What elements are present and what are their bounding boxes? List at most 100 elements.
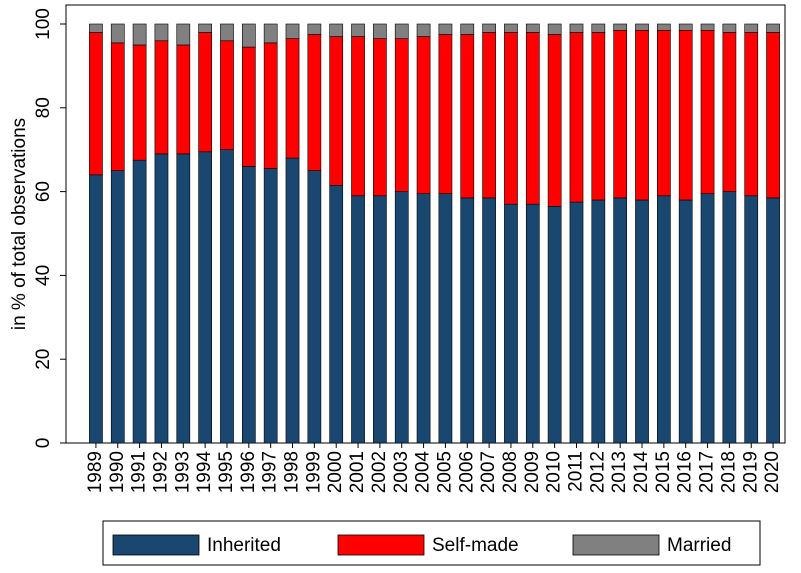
y-tick-label: 100 — [33, 8, 54, 40]
x-tick-label: 1990 — [107, 451, 128, 493]
bar-segment — [504, 32, 518, 205]
bar-segment — [329, 185, 344, 444]
bar-segment — [657, 29, 671, 197]
bar-segment — [722, 23, 737, 33]
x-tick-label: 2001 — [347, 451, 368, 493]
bar-segment — [657, 23, 671, 31]
bar-segment — [504, 203, 518, 444]
x-tick-label: 2014 — [631, 451, 652, 494]
bar-segment — [285, 38, 300, 159]
x-tick-label: 1993 — [172, 451, 193, 493]
bar-segment — [373, 23, 387, 39]
bar-segment — [416, 23, 431, 37]
bar-segment — [613, 197, 628, 444]
bar-segment — [154, 153, 169, 444]
bar-segment — [613, 29, 628, 199]
x-tick-label: 2004 — [413, 451, 434, 494]
bar-segment — [504, 23, 518, 33]
bar-segment — [678, 29, 693, 201]
bar-segment — [482, 197, 496, 444]
bar-segment — [460, 34, 475, 199]
x-tick-label: 2005 — [434, 451, 455, 493]
bar-segment — [351, 195, 365, 444]
bar-segment — [263, 42, 278, 169]
bar-segment — [132, 23, 147, 46]
x-tick-label: 2018 — [718, 451, 739, 493]
x-tick-label: 2003 — [391, 451, 412, 493]
bar-segment — [241, 166, 256, 444]
bar-segment — [285, 157, 300, 444]
legend-swatch — [112, 534, 200, 556]
x-tick-label: 2007 — [478, 451, 499, 493]
bar-segment — [569, 23, 584, 33]
bar-segment — [766, 32, 780, 199]
bar-segment — [307, 34, 322, 171]
bar-segment — [460, 197, 475, 444]
y-tick-label: 80 — [33, 97, 54, 118]
x-tick-label: 1995 — [216, 451, 237, 493]
bar-segment — [547, 23, 562, 35]
bar-segment — [241, 46, 256, 167]
bar-segment — [678, 199, 693, 444]
bar-segment — [591, 23, 606, 33]
x-tick-label: 2008 — [500, 451, 521, 493]
bar-segment — [700, 23, 715, 31]
bar-segment — [154, 23, 169, 42]
bar-segment — [110, 42, 125, 171]
bar-segment — [766, 197, 780, 444]
bar-segment — [329, 36, 344, 186]
x-tick-label: 2017 — [697, 451, 718, 493]
legend-swatch — [337, 534, 425, 556]
bar-segment — [678, 23, 693, 31]
bar-segment — [176, 44, 191, 155]
bar-segment — [220, 149, 234, 444]
bar-segment — [569, 32, 584, 203]
x-tick-label: 2020 — [762, 451, 783, 493]
bar-segment — [285, 23, 300, 39]
bar-segment — [89, 32, 103, 176]
bar-segment — [700, 29, 715, 194]
x-tick-label: 1991 — [129, 451, 150, 493]
x-tick-label: 2019 — [740, 451, 761, 493]
bar-segment — [132, 159, 147, 444]
bar-segment — [744, 195, 759, 444]
x-tick-label: 2012 — [587, 451, 608, 493]
bar-segment — [176, 153, 191, 444]
x-tick-label: 2013 — [609, 451, 630, 493]
bar-segment — [110, 23, 125, 44]
bar-segment — [220, 40, 234, 151]
legend-swatch — [572, 534, 660, 556]
y-tick-label: 0 — [33, 438, 54, 449]
legend-label: Self-made — [432, 535, 519, 556]
x-tick-label: 2009 — [522, 451, 543, 493]
bar-segment — [89, 174, 103, 444]
bar-segment — [198, 32, 212, 153]
bar-segment — [525, 23, 540, 33]
bar-segment — [373, 195, 387, 444]
x-tick-label: 2002 — [369, 451, 390, 493]
x-tick-label: 1997 — [260, 451, 281, 493]
bar-segment — [591, 32, 606, 201]
x-tick-label: 2010 — [544, 451, 565, 493]
bar-segment — [307, 23, 322, 35]
x-tick-label: 1989 — [85, 451, 106, 493]
x-tick-label: 1998 — [282, 451, 303, 493]
bar-segment — [263, 23, 278, 44]
bar-segment — [438, 193, 453, 444]
bar-segment — [766, 23, 780, 33]
x-tick-label: 1999 — [303, 451, 324, 493]
x-tick-label: 1996 — [238, 451, 259, 493]
legend-label: Inherited — [207, 535, 281, 556]
bar-segment — [110, 170, 125, 444]
bar-segment — [351, 23, 365, 37]
bar-segment — [394, 23, 409, 39]
bar-segment — [198, 23, 212, 33]
bar-segment — [89, 23, 103, 33]
y-axis-title: in % of total observations — [9, 118, 30, 330]
x-tick-label: 1992 — [150, 451, 171, 493]
bar-segment — [198, 151, 212, 444]
bar-segment — [394, 191, 409, 444]
bar-segment — [722, 191, 737, 444]
x-tick-label: 2000 — [325, 451, 346, 493]
